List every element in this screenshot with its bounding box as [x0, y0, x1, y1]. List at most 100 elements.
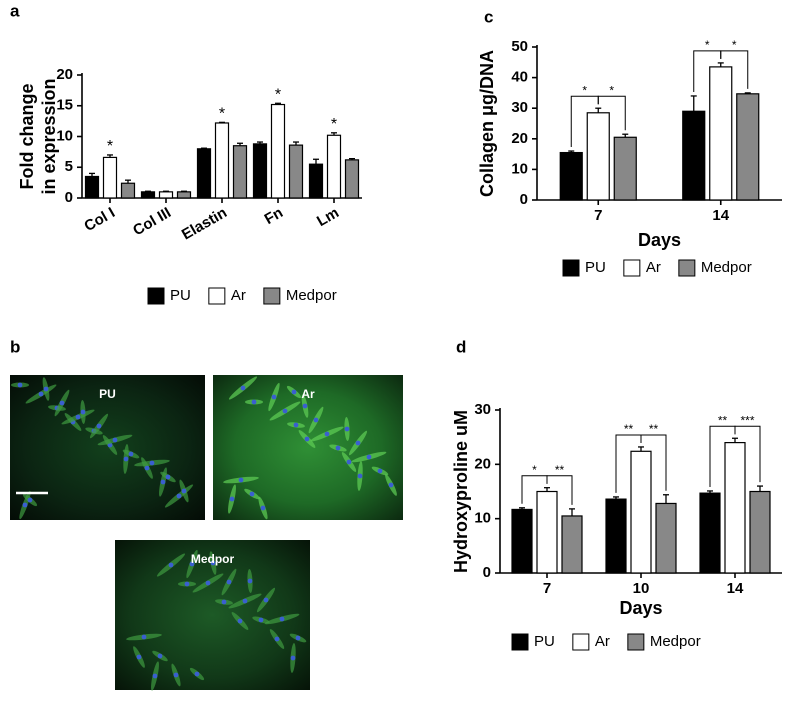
x-tick-label: Lm	[314, 204, 342, 230]
significance-mark: *	[732, 38, 737, 52]
significance-mark: *	[532, 463, 537, 477]
nucleus	[313, 417, 319, 423]
nucleus	[377, 468, 383, 474]
significance-bracket	[734, 425, 761, 483]
nucleus	[165, 474, 171, 480]
bar	[158, 191, 174, 199]
y-tick-label: 50	[511, 38, 528, 55]
nucleus	[237, 618, 243, 624]
y-tick-label: 30	[511, 99, 528, 116]
y-tick-label: 10	[511, 160, 528, 177]
nucleus	[157, 653, 163, 659]
bar	[196, 148, 212, 199]
panel-label: d	[456, 337, 466, 356]
bar	[699, 492, 721, 574]
y-axis-label: Hydroxyproline uM	[451, 410, 471, 573]
y-tick-label: 0	[65, 189, 73, 206]
y-axis-label: Collagen μg/DNA	[477, 50, 497, 197]
nucleus	[149, 460, 155, 466]
nucleus	[144, 465, 150, 471]
nucleus	[271, 394, 277, 400]
nucleus	[346, 459, 352, 465]
x-tick-label: 7	[594, 207, 602, 224]
nucleus	[96, 423, 102, 429]
x-tick-label: 14	[712, 207, 729, 224]
x-axis-label: Days	[638, 230, 681, 250]
nucleus	[282, 408, 288, 414]
nucleus	[38, 391, 44, 397]
nucleus	[189, 561, 195, 567]
bar	[724, 442, 746, 574]
nucleus	[240, 385, 246, 391]
y-tick-label: 20	[56, 66, 73, 83]
nucleus	[43, 386, 49, 392]
x-tick-label: Col I	[81, 204, 118, 235]
bar	[232, 145, 248, 199]
legend-swatch	[572, 633, 590, 651]
bar	[586, 112, 610, 201]
y-tick-label: 0	[483, 564, 491, 581]
significance-bracket	[546, 475, 573, 505]
image-label: Ar	[301, 387, 315, 401]
bar	[613, 136, 637, 201]
nucleus	[128, 451, 134, 457]
y-tick-label: 30	[474, 401, 491, 418]
nucleus	[242, 598, 248, 604]
bar	[709, 66, 733, 201]
nucleus	[238, 477, 244, 483]
y-tick-label: 0	[520, 191, 528, 208]
nucleus	[123, 456, 129, 462]
x-tick-label: 7	[543, 580, 551, 597]
nucleus	[184, 581, 190, 587]
y-axis-label: Fold change	[17, 83, 37, 189]
significance-mark: *	[107, 138, 113, 155]
legend-label: Ar	[231, 287, 246, 304]
x-tick-label: Elastin	[179, 204, 230, 243]
panel-label: a	[10, 1, 20, 20]
nucleus	[366, 454, 372, 460]
bar	[561, 515, 583, 574]
significance-bracket	[640, 434, 667, 491]
significance-mark: *	[275, 87, 281, 104]
nucleus	[141, 634, 147, 640]
y-tick-label: 5	[65, 158, 73, 175]
nucleus	[247, 578, 253, 584]
legend-swatch	[208, 287, 226, 305]
x-axis-label: Days	[619, 598, 662, 618]
legend-label: PU	[170, 287, 191, 304]
bar	[84, 175, 100, 199]
x-tick-label: 10	[633, 580, 650, 597]
nucleus	[205, 580, 211, 586]
legend-label: Medpor	[286, 287, 337, 304]
legend-label: PU	[585, 259, 606, 276]
bar	[288, 144, 304, 199]
significance-mark: ***	[740, 413, 754, 427]
y-tick-label: 40	[511, 69, 528, 86]
nucleus	[388, 482, 394, 488]
legend-swatch	[562, 259, 580, 277]
significance-mark: **	[624, 422, 634, 436]
bar	[605, 498, 627, 574]
x-tick-label: 14	[727, 580, 744, 597]
nucleus	[304, 436, 310, 442]
legend-swatch	[623, 259, 641, 277]
legend-label: Medpor	[650, 633, 701, 650]
y-tick-label: 20	[511, 130, 528, 147]
significance-bracket	[720, 50, 749, 89]
bar	[536, 490, 558, 574]
nucleus	[112, 437, 118, 443]
significance-mark: **	[718, 413, 728, 427]
significance-mark: *	[705, 38, 710, 52]
nucleus	[293, 422, 299, 428]
nucleus	[59, 400, 65, 406]
nucleus	[357, 473, 363, 479]
nucleus	[290, 655, 296, 661]
significance-mark: **	[649, 422, 659, 436]
bar	[176, 191, 192, 199]
nucleus	[274, 636, 280, 642]
nucleus	[27, 497, 33, 503]
nucleus	[160, 479, 166, 485]
bar	[344, 159, 360, 199]
nucleus	[335, 445, 341, 451]
